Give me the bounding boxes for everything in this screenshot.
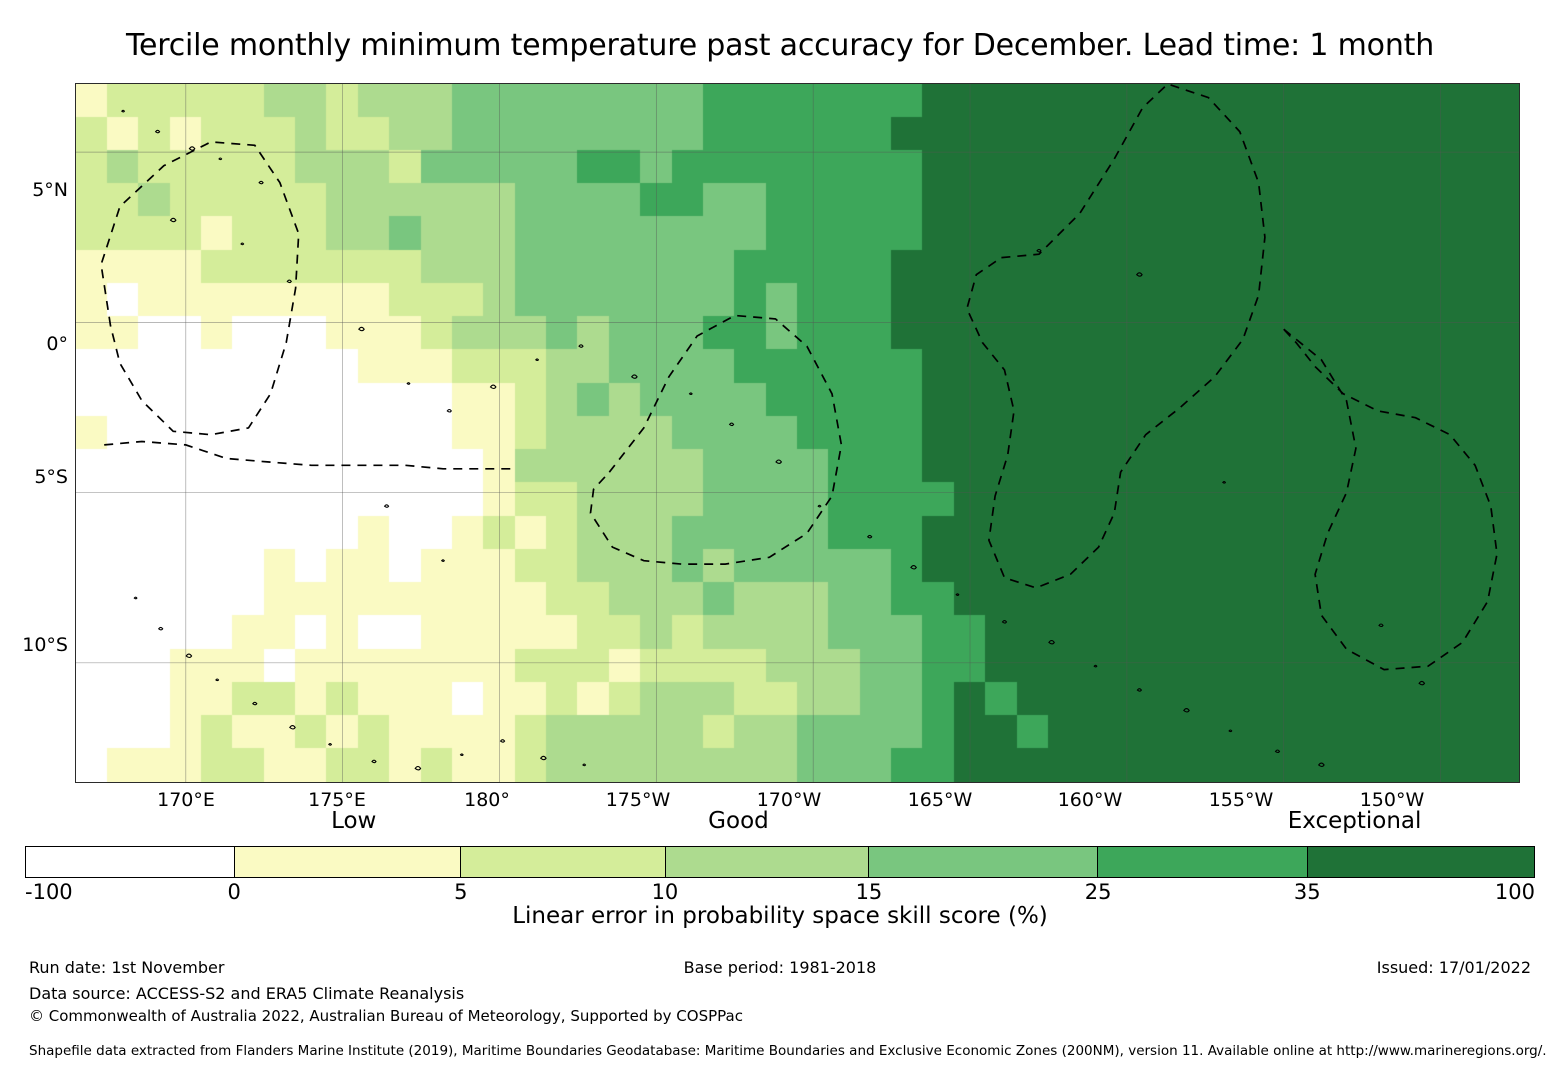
- colorbar-category-label: Good: [708, 808, 769, 834]
- y-axis-tick-label: 5°N: [32, 179, 68, 201]
- copyright-text: © Commonwealth of Australia 2022, Austra…: [29, 1007, 743, 1025]
- x-axis-tick-label: 155°W: [1208, 789, 1274, 811]
- y-axis-tick-label: 5°S: [34, 466, 68, 488]
- colorbar-segment: [869, 847, 1099, 877]
- colorbar-segment: [1098, 847, 1308, 877]
- colorbar-tick-label: 5: [454, 880, 468, 904]
- x-axis-tick-label: 160°W: [1057, 789, 1123, 811]
- colorbar-tick-label: 25: [1084, 880, 1112, 904]
- x-axis-tick-label: 175°E: [308, 789, 366, 811]
- colorbar-tick-label: 35: [1293, 880, 1321, 904]
- colorbar-axis-label: Linear error in probability space skill …: [512, 903, 1048, 929]
- colorbar-segment: [461, 847, 666, 877]
- shapefile-attribution-text: Shapefile data extracted from Flanders M…: [29, 1043, 1547, 1059]
- colorbar-segment: [235, 847, 462, 877]
- x-axis-tick-label: 170°E: [157, 789, 215, 811]
- x-axis-tick-label: 170°W: [756, 789, 822, 811]
- colorbar-category-label: Exceptional: [1287, 808, 1422, 834]
- map-plot-area[interactable]: [75, 83, 1520, 783]
- x-axis-tick-label: 175°W: [605, 789, 671, 811]
- colorbar-tick-label: 0: [227, 880, 241, 904]
- colorbar-category-label: Low: [331, 808, 377, 834]
- issued-date-text: Issued: 17/01/2022: [1376, 958, 1531, 977]
- colorbar-segment: [26, 847, 236, 877]
- x-axis-tick-label: 150°W: [1359, 789, 1425, 811]
- colorbar-segment: [1307, 847, 1534, 877]
- footer: Run date: 1st November Base period: 1981…: [0, 955, 1560, 1065]
- data-source-text: Data source: ACCESS-S2 and ERA5 Climate …: [29, 984, 465, 1003]
- colorbar[interactable]: [25, 846, 1535, 878]
- skill-score-heatmap: [76, 84, 1519, 782]
- run-date-text: Run date: 1st November: [29, 958, 225, 977]
- x-axis-tick-label: 165°W: [907, 789, 973, 811]
- colorbar-tick-label: 15: [855, 880, 883, 904]
- colorbar-tick-label: 10: [651, 880, 679, 904]
- x-axis-tick-label: 180°: [464, 789, 510, 811]
- page-title: Tercile monthly minimum temperature past…: [125, 28, 1435, 63]
- y-axis-tick-label: 0°: [46, 333, 68, 355]
- y-axis-tick-label: 10°S: [22, 634, 68, 656]
- colorbar-container[interactable]: -100 0 5 10 15 25 35 100 Low Good Exceptional: [25, 808, 1535, 904]
- colorbar-tick-label: -100: [25, 880, 73, 904]
- colorbar-tick-label: 100: [1494, 880, 1535, 904]
- base-period-text: Base period: 1981-2018: [683, 958, 877, 977]
- colorbar-segment: [665, 847, 870, 877]
